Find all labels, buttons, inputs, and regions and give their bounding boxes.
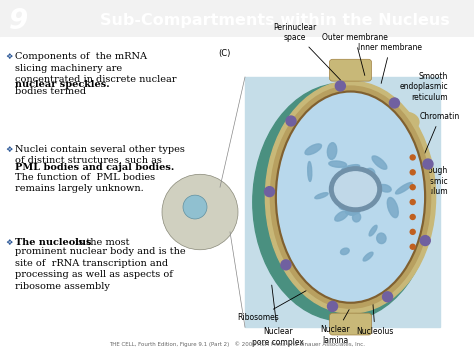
Circle shape (264, 187, 274, 197)
Ellipse shape (342, 165, 360, 171)
Text: Inner membrane: Inner membrane (358, 43, 422, 83)
Bar (245, 77, 440, 327)
Ellipse shape (335, 172, 376, 207)
FancyBboxPatch shape (329, 313, 372, 335)
Circle shape (410, 185, 415, 190)
Ellipse shape (332, 177, 346, 192)
Ellipse shape (305, 144, 321, 155)
Ellipse shape (270, 86, 430, 308)
Ellipse shape (366, 168, 375, 177)
Circle shape (423, 159, 433, 169)
Ellipse shape (352, 171, 363, 184)
Text: ❖: ❖ (5, 238, 12, 247)
Text: Nuclear
pore complex: Nuclear pore complex (252, 285, 304, 346)
Text: Components of  the mRNA
slicing machinery are
concentrated in discrete nuclear
b: Components of the mRNA slicing machinery… (15, 52, 176, 95)
Text: prominent nuclear body and is the
site of  rRNA transcription and
processing as : prominent nuclear body and is the site o… (15, 247, 186, 291)
Text: is the most: is the most (72, 238, 129, 247)
Ellipse shape (265, 81, 436, 313)
Text: PML bodies and cajal bodies.: PML bodies and cajal bodies. (15, 163, 174, 173)
Ellipse shape (346, 185, 359, 202)
Text: Nuclear
lamina: Nuclear lamina (320, 310, 350, 345)
Circle shape (410, 200, 415, 204)
Circle shape (281, 260, 291, 270)
Text: Ribosomes: Ribosomes (237, 233, 408, 322)
Text: Nuclei contain several other types
of distinct structures, such as: Nuclei contain several other types of di… (15, 144, 185, 165)
Text: Perinuclear
space: Perinuclear space (273, 23, 341, 80)
Ellipse shape (333, 197, 353, 202)
Circle shape (328, 301, 337, 311)
Ellipse shape (377, 233, 386, 244)
Ellipse shape (352, 195, 358, 205)
Text: Sub-Compartments within the Nucleus: Sub-Compartments within the Nucleus (100, 13, 450, 28)
Ellipse shape (315, 193, 328, 199)
Ellipse shape (379, 185, 391, 192)
Text: (C): (C) (218, 49, 230, 58)
Ellipse shape (276, 92, 425, 302)
Ellipse shape (308, 162, 312, 181)
Ellipse shape (391, 112, 419, 132)
Ellipse shape (340, 248, 349, 255)
Circle shape (162, 174, 238, 250)
Ellipse shape (369, 225, 377, 236)
Text: Smooth
endoplasmic
reticulum: Smooth endoplasmic reticulum (400, 72, 448, 102)
Text: ❖: ❖ (5, 144, 12, 153)
Circle shape (410, 155, 415, 160)
Circle shape (410, 244, 415, 249)
Ellipse shape (335, 186, 345, 192)
Circle shape (390, 98, 400, 108)
Text: ❖: ❖ (5, 52, 12, 61)
Ellipse shape (363, 252, 373, 261)
FancyBboxPatch shape (329, 59, 372, 81)
Circle shape (183, 195, 207, 219)
Ellipse shape (341, 198, 348, 209)
Ellipse shape (275, 91, 426, 303)
Text: The nucleolus: The nucleolus (15, 238, 91, 247)
Text: Rough
endoplasmic
reticulum: Rough endoplasmic reticulum (400, 166, 448, 196)
Text: 9: 9 (9, 7, 28, 35)
Ellipse shape (396, 182, 412, 194)
Ellipse shape (346, 207, 360, 215)
Text: nuclear speckles.: nuclear speckles. (15, 81, 109, 89)
Circle shape (410, 170, 415, 175)
Ellipse shape (329, 167, 382, 212)
Circle shape (420, 236, 430, 246)
Text: Outer membrane: Outer membrane (322, 33, 388, 76)
Ellipse shape (253, 83, 432, 321)
Circle shape (383, 292, 392, 302)
Circle shape (335, 81, 346, 91)
Ellipse shape (372, 156, 387, 169)
Text: The function of  PML bodies
remains largely unknown.: The function of PML bodies remains large… (15, 173, 155, 193)
Ellipse shape (348, 207, 356, 215)
Circle shape (410, 229, 415, 234)
Ellipse shape (353, 213, 361, 222)
Text: THE CELL, Fourth Edition, Figure 9.1 (Part 2)   © 2006 ASM Press and Sinauer Ass: THE CELL, Fourth Edition, Figure 9.1 (Pa… (109, 342, 365, 347)
Ellipse shape (328, 143, 337, 159)
Ellipse shape (342, 176, 354, 196)
Circle shape (410, 214, 415, 219)
Ellipse shape (338, 200, 347, 209)
Text: Chromatin: Chromatin (416, 112, 460, 175)
Ellipse shape (329, 161, 346, 167)
Ellipse shape (335, 211, 348, 221)
Circle shape (286, 116, 296, 126)
Ellipse shape (387, 197, 398, 218)
Text: Nucleolus: Nucleolus (356, 207, 394, 336)
